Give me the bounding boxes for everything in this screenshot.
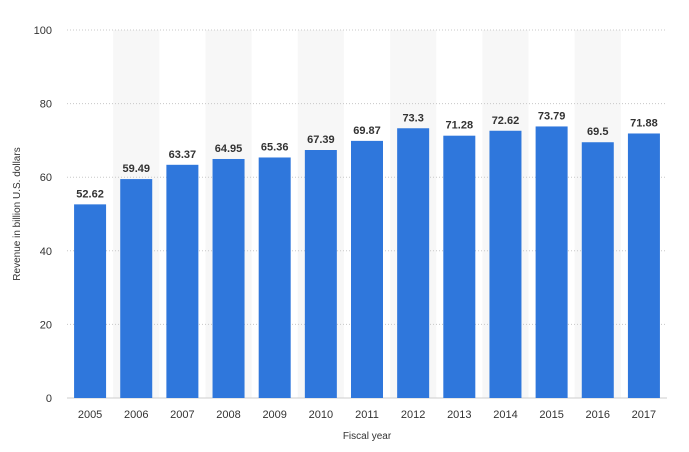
bar-2016 bbox=[581, 142, 614, 398]
x-tick-2007: 2007 bbox=[170, 409, 194, 421]
bar-2007 bbox=[166, 164, 199, 398]
value-label-2017: 71.88 bbox=[630, 117, 658, 129]
value-label-2014: 72.62 bbox=[492, 115, 520, 127]
bar-2005 bbox=[74, 204, 107, 398]
x-axis-ticks: 2005 2006 2007 2008 2009 2010 2011 2012 2013 2014… bbox=[78, 409, 656, 421]
x-tick-2016: 2016 bbox=[586, 409, 610, 421]
value-label-2016: 69.5 bbox=[587, 126, 608, 138]
y-tick-60: 60 bbox=[40, 172, 52, 184]
x-tick-2015: 2015 bbox=[539, 409, 563, 421]
value-label-2007: 63.37 bbox=[169, 149, 197, 161]
value-label-2012: 73.3 bbox=[402, 112, 423, 124]
value-label-2008: 64.95 bbox=[215, 143, 243, 155]
value-label-2015: 73.79 bbox=[538, 110, 566, 122]
bar-2006 bbox=[120, 179, 153, 398]
value-label-2009: 65.36 bbox=[261, 141, 289, 153]
value-label-2006: 59.49 bbox=[122, 163, 150, 175]
value-label-2013: 71.28 bbox=[446, 120, 474, 132]
value-label-2011: 69.87 bbox=[353, 125, 381, 137]
x-tick-2011: 2011 bbox=[355, 409, 379, 421]
bars bbox=[74, 126, 660, 399]
x-tick-2017: 2017 bbox=[632, 409, 656, 421]
x-tick-2013: 2013 bbox=[447, 409, 471, 421]
bar-2011 bbox=[351, 140, 383, 398]
bar-2010 bbox=[304, 150, 337, 398]
x-tick-2009: 2009 bbox=[262, 409, 286, 421]
x-tick-2008: 2008 bbox=[216, 409, 240, 421]
y-tick-0: 0 bbox=[46, 393, 52, 405]
y-axis-ticks: 0 20 40 60 80 100 bbox=[34, 25, 52, 405]
x-tick-2012: 2012 bbox=[401, 409, 425, 421]
y-tick-100: 100 bbox=[34, 25, 52, 37]
bar-2012 bbox=[397, 128, 430, 399]
bar-2017 bbox=[627, 133, 660, 398]
x-axis-title: Fiscal year bbox=[343, 431, 392, 442]
bar-2014 bbox=[489, 130, 522, 398]
x-tick-2010: 2010 bbox=[309, 409, 333, 421]
y-axis-title: Revenue in billion U.S. dollars bbox=[12, 147, 23, 280]
bar-2013 bbox=[443, 135, 476, 398]
y-tick-40: 40 bbox=[40, 246, 52, 258]
value-label-2005: 52.62 bbox=[76, 188, 104, 200]
x-tick-2014: 2014 bbox=[493, 409, 517, 421]
y-tick-20: 20 bbox=[40, 319, 52, 331]
value-label-2010: 67.39 bbox=[307, 134, 335, 146]
bar-2009 bbox=[258, 157, 291, 398]
x-tick-2006: 2006 bbox=[124, 409, 148, 421]
x-tick-2005: 2005 bbox=[78, 409, 102, 421]
y-tick-80: 80 bbox=[40, 99, 52, 111]
bar-2015 bbox=[535, 126, 568, 399]
value-labels: 52.62 59.49 63.37 64.95 65.36 67.39 69.87 73.3 7… bbox=[76, 110, 657, 200]
bar-2008 bbox=[212, 158, 245, 398]
